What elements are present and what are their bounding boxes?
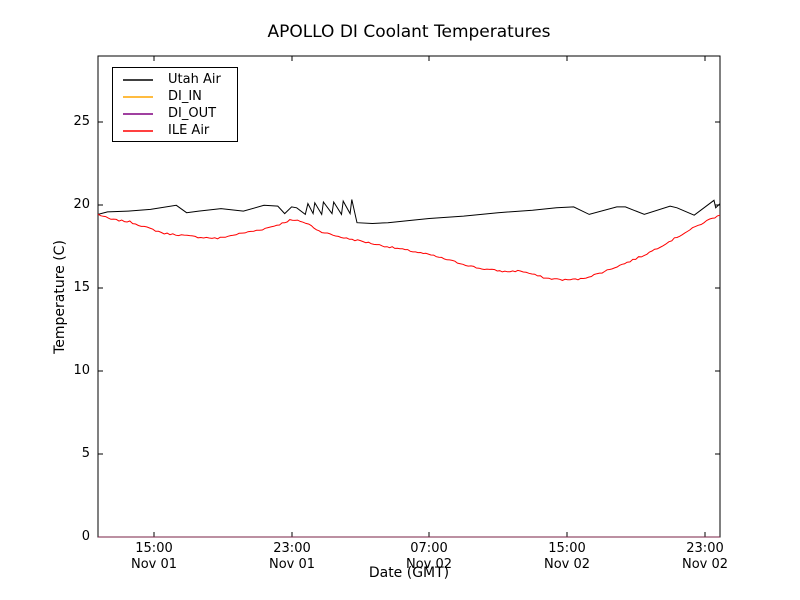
x-tick-label: 15:00 Nov 01 [119,541,189,573]
x-tick-date: Nov 02 [405,557,453,572]
legend-line-sample [123,112,153,115]
legend-item-label: Utah Air [168,72,221,87]
legend-line-sample [123,78,153,81]
x-tick-time: 15:00 [548,541,586,556]
chart-title: APOLLO DI Coolant Temperatures [267,22,551,42]
legend-item: DI_IN [113,88,237,105]
x-tick-time: 23:00 [686,541,724,556]
legend-item-label: ILE Air [168,123,210,138]
x-tick-label: 23:00 Nov 02 [670,541,740,573]
y-tick-label: 15 [73,280,90,295]
x-tick-time: 15:00 [135,541,173,556]
x-tick-label: 23:00 Nov 01 [257,541,327,573]
series-line-ile-air [97,213,721,281]
x-tick-date: Nov 02 [681,557,729,572]
x-tick-label: 07:00 Nov 02 [394,541,464,573]
x-tick-date: Nov 01 [130,557,178,572]
x-tick-date: Nov 01 [268,557,316,572]
legend-line-sample [123,95,153,98]
y-tick-label: 5 [81,446,90,461]
x-tick-date: Nov 02 [543,557,591,572]
x-tick-time: 23:00 [273,541,311,556]
series-line-utah-air [97,199,721,225]
legend: Utah Air DI_IN DI_OUT ILE Air [112,67,238,142]
x-tick-label: 15:00 Nov 02 [532,541,602,573]
y-axis-label: Temperature (C) [52,240,68,354]
x-tick-time: 07:00 [410,541,448,556]
legend-item: ILE Air [113,122,237,139]
legend-item: Utah Air [113,71,237,88]
y-tick-label: 10 [73,363,90,378]
legend-item-label: DI_IN [168,89,202,104]
x-axis-label: Date (GMT) [368,565,450,581]
y-tick-label: 20 [73,197,90,212]
y-tick-label: 0 [81,529,90,544]
legend-item: DI_OUT [113,105,237,122]
y-tick-label: 25 [73,114,90,129]
legend-item-label: DI_OUT [168,106,217,121]
legend-line-sample [123,129,153,132]
